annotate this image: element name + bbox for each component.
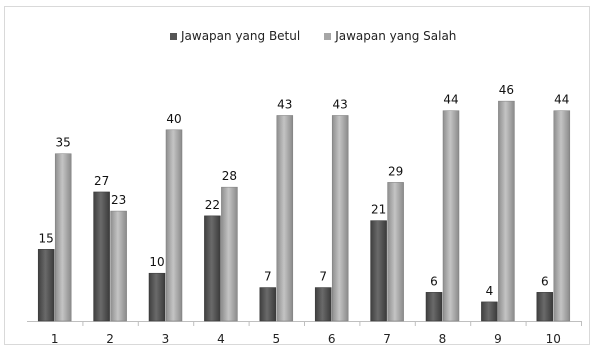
data-label-salah: 28 [222,169,237,183]
bar-betul [149,273,165,321]
x-tick-label: 2 [106,332,114,346]
data-label-betul: 15 [39,231,54,245]
x-tick-label: 9 [494,332,502,346]
bar-salah [443,111,459,321]
x-tick-label: 10 [546,332,561,346]
bar-salah [498,101,514,321]
data-label-salah: 44 [554,93,569,107]
bar-betul [481,302,497,321]
x-tick-label: 3 [162,332,170,346]
bar-betul [94,192,110,321]
bar-salah [277,115,293,321]
x-tick-label: 5 [272,332,280,346]
data-label-salah: 35 [56,136,71,150]
data-label-betul: 6 [541,274,549,288]
bar-betul [537,292,553,321]
data-label-betul: 27 [94,174,109,188]
data-label-betul: 4 [486,284,494,298]
data-label-salah: 23 [111,193,126,207]
bar-salah [55,154,71,321]
data-label-salah: 44 [443,93,458,107]
bar-betul [260,288,276,321]
data-label-betul: 21 [371,203,386,217]
data-label-betul: 10 [149,255,164,269]
data-label-betul: 7 [319,270,327,284]
data-label-salah: 29 [388,164,403,178]
bar-salah [388,182,404,321]
data-label-salah: 43 [277,97,292,111]
bar-betul [315,288,331,321]
x-tick-label: 7 [383,332,391,346]
x-tick-label: 1 [51,332,59,346]
data-label-salah: 40 [166,112,181,126]
bar-betul [38,249,54,321]
x-tick-label: 8 [439,332,447,346]
data-label-betul: 7 [264,270,272,284]
bar-betul [204,216,220,321]
bar-betul [371,221,387,321]
data-label-betul: 22 [205,198,220,212]
data-label-betul: 6 [430,274,438,288]
x-tick-label: 4 [217,332,225,346]
bar-salah [332,115,348,321]
data-label-salah: 46 [499,83,514,97]
bar-salah [554,111,570,321]
bar-salah [166,130,182,321]
bar-salah [221,187,237,321]
bar-betul [426,292,442,321]
bar-salah [111,211,127,321]
data-label-salah: 43 [333,97,348,111]
x-tick-label: 6 [328,332,336,346]
